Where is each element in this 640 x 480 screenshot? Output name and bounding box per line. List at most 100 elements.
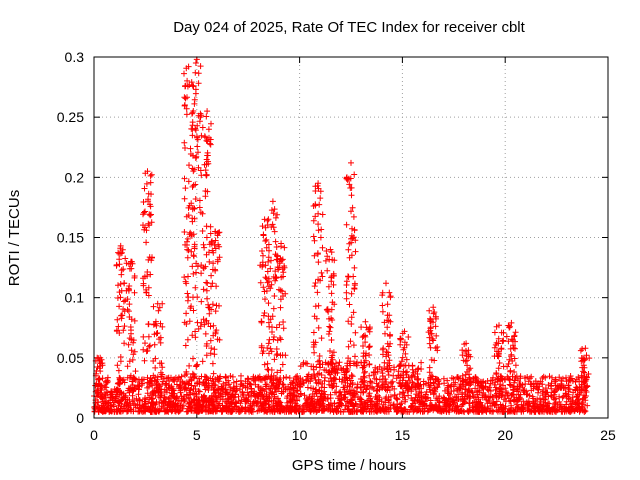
data-point (396, 379, 403, 386)
data-point (400, 389, 407, 396)
x-tick-label: 10 (292, 427, 308, 443)
data-point (272, 238, 279, 245)
data-point (391, 391, 398, 398)
data-point (209, 280, 216, 287)
data-point (126, 265, 133, 272)
data-point (266, 394, 273, 401)
data-point (328, 249, 335, 256)
data-point (168, 383, 175, 390)
data-point (320, 405, 327, 412)
data-point (194, 136, 201, 143)
data-point (187, 386, 194, 393)
data-point (485, 387, 492, 394)
data-point (255, 403, 262, 410)
data-point (196, 204, 203, 211)
data-point (196, 379, 203, 385)
data-point (315, 358, 322, 365)
data-point (99, 395, 106, 402)
data-point (459, 347, 466, 354)
data-point (521, 387, 528, 394)
data-point (508, 336, 515, 343)
data-point (464, 408, 471, 414)
data-point (116, 379, 123, 386)
data-point (111, 386, 118, 393)
data-point (269, 329, 275, 335)
data-point (327, 407, 334, 414)
data-point (156, 360, 163, 367)
data-point (270, 398, 277, 404)
data-point (232, 391, 238, 398)
data-point (205, 377, 212, 384)
data-point (486, 384, 493, 391)
data-point (425, 329, 432, 336)
data-point (113, 261, 120, 268)
data-point (525, 401, 531, 408)
data-point (304, 397, 311, 404)
data-point (508, 319, 515, 326)
data-point (259, 223, 266, 230)
data-point (379, 302, 386, 309)
data-point (203, 234, 210, 241)
data-point (273, 382, 280, 389)
data-point (261, 407, 268, 414)
data-point (118, 315, 125, 322)
data-point (500, 382, 506, 389)
data-point (181, 175, 188, 182)
data-point (323, 306, 330, 313)
data-point (274, 256, 281, 263)
data-point (582, 356, 588, 363)
data-point (495, 340, 502, 347)
data-point (128, 347, 135, 354)
data-point (203, 251, 210, 258)
data-point (325, 361, 332, 368)
data-point (185, 273, 191, 280)
data-point (187, 305, 194, 312)
data-point (432, 345, 439, 352)
data-point (165, 395, 172, 402)
data-point (314, 251, 321, 258)
data-point (432, 313, 439, 320)
data-point (313, 390, 320, 397)
data-point (192, 196, 199, 202)
data-point (207, 136, 214, 143)
data-point (360, 364, 367, 371)
data-point (460, 377, 467, 384)
data-point (582, 345, 589, 352)
data-point (140, 211, 146, 218)
data-point (350, 309, 357, 316)
data-point (346, 301, 353, 308)
data-point (189, 332, 196, 339)
data-point (482, 383, 489, 390)
data-point (341, 394, 348, 401)
data-point (310, 339, 317, 346)
data-point (316, 387, 323, 394)
data-point (213, 283, 220, 290)
data-point (151, 331, 158, 338)
data-point (504, 373, 511, 380)
data-point (508, 353, 514, 360)
data-point (173, 406, 180, 413)
data-point (192, 284, 199, 291)
data-point (207, 230, 214, 237)
data-point (432, 323, 439, 330)
data-points (91, 56, 593, 415)
data-point (457, 375, 463, 382)
data-point (389, 383, 396, 390)
data-point (356, 396, 363, 403)
data-point (261, 288, 268, 295)
data-point (330, 374, 337, 381)
data-point (505, 395, 512, 402)
data-point (482, 393, 489, 400)
data-point (209, 408, 216, 415)
data-point (519, 406, 526, 413)
data-point (351, 408, 358, 415)
data-point (238, 372, 244, 379)
data-point (420, 381, 427, 388)
data-point (266, 385, 272, 392)
data-point (297, 404, 304, 411)
data-point (551, 405, 557, 412)
data-point (191, 402, 198, 409)
data-point (203, 223, 210, 230)
data-point (343, 278, 350, 285)
data-point (193, 260, 200, 267)
